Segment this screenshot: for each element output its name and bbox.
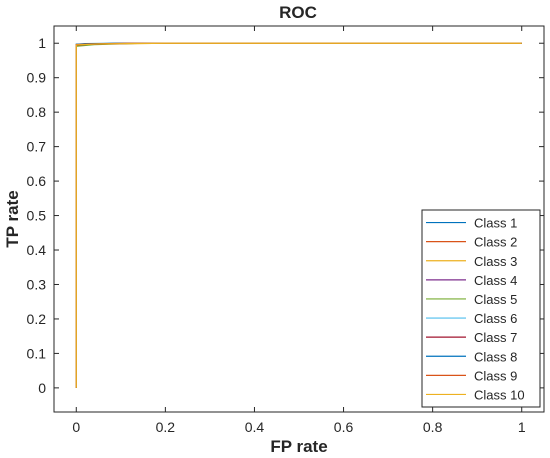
legend-box bbox=[421, 209, 541, 408]
x-tick-label: 0 bbox=[72, 419, 80, 435]
roc-line-class-10 bbox=[75, 42, 522, 388]
legend-label: Class 5 bbox=[474, 292, 517, 307]
x-axis-label: FP rate bbox=[270, 437, 327, 456]
x-tick-label: 0.4 bbox=[245, 419, 265, 435]
y-tick-label: 0 bbox=[38, 380, 46, 396]
legend-label: Class 1 bbox=[474, 216, 517, 231]
y-tick-label: 0.3 bbox=[27, 276, 47, 292]
x-tick-label: 0.8 bbox=[423, 419, 443, 435]
y-tick-label: 0.6 bbox=[27, 173, 47, 189]
y-tick-label: 0.7 bbox=[27, 139, 47, 155]
chart-title: ROC bbox=[279, 3, 317, 22]
series-lines bbox=[75, 42, 522, 388]
y-tick-label: 0.5 bbox=[27, 208, 47, 224]
legend: Class 1 Class 2 Class 3 Class 4 Class 5 Class… bbox=[421, 209, 541, 408]
y-tick-label: 0.9 bbox=[27, 70, 47, 86]
y-tick-label: 0.4 bbox=[27, 242, 47, 258]
y-tick-label: 0.1 bbox=[27, 345, 47, 361]
x-tick-label: 1 bbox=[518, 419, 526, 435]
legend-label: Class 7 bbox=[474, 330, 517, 345]
x-tick-label: 0.2 bbox=[156, 419, 176, 435]
y-tick-label: 0.8 bbox=[27, 104, 47, 120]
legend-label: Class 3 bbox=[474, 254, 517, 269]
legend-label: Class 9 bbox=[474, 368, 517, 383]
y-axis-ticks: 0 0.1 0.2 0.3 0.4 0.5 0.6 0.7 0.8 0.9 1 bbox=[27, 35, 544, 396]
legend-label: Class 4 bbox=[474, 273, 517, 288]
y-tick-label: 1 bbox=[38, 35, 46, 51]
y-axis-label: TP rate bbox=[3, 190, 22, 247]
legend-label: Class 2 bbox=[474, 235, 517, 250]
x-tick-label: 0.6 bbox=[334, 419, 354, 435]
y-tick-label: 0.2 bbox=[27, 311, 47, 327]
legend-label: Class 6 bbox=[474, 311, 517, 326]
legend-label: Class 8 bbox=[474, 349, 517, 364]
legend-label: Class 10 bbox=[474, 387, 525, 402]
x-axis-ticks: 0 0.2 0.4 0.6 0.8 1 bbox=[72, 26, 526, 435]
